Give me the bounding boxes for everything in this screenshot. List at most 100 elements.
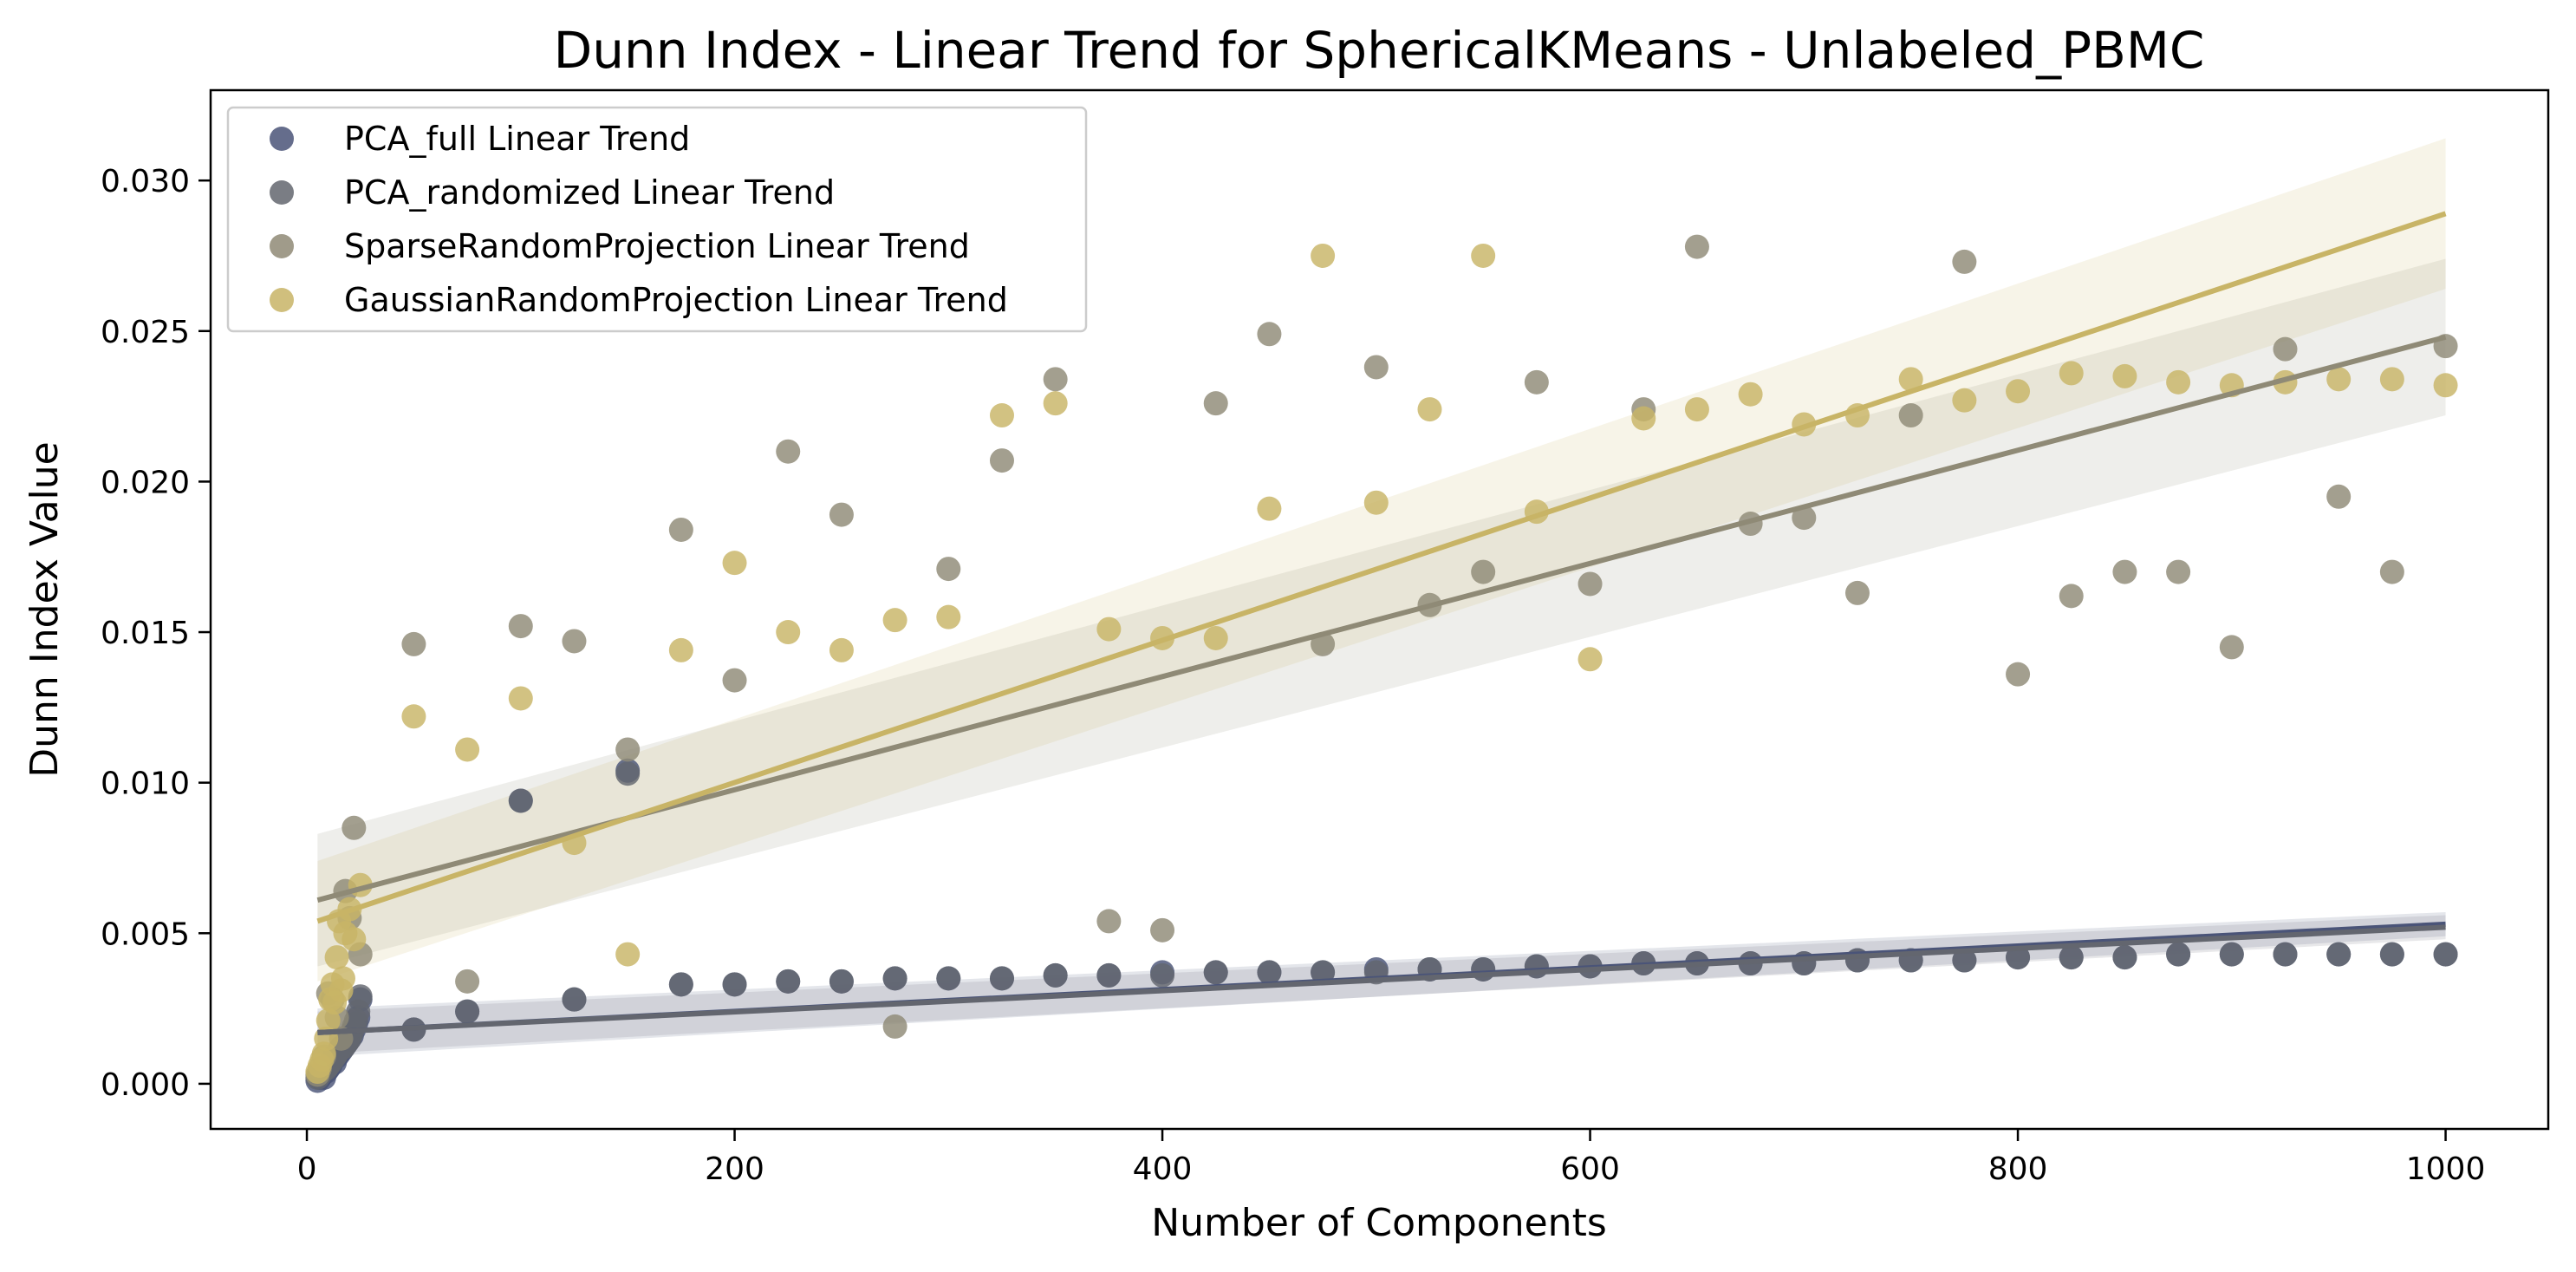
data-point-3-21 [615,942,641,967]
data-point-1-29 [829,969,854,994]
data-point-3-28 [989,403,1014,428]
data-point-2-12 [455,969,480,994]
data-point-3-25 [829,637,854,662]
data-point-3-15 [342,927,367,952]
x-tick-label: 800 [1988,1151,2048,1187]
y-tick-label: 0.000 [101,1067,190,1103]
data-point-3-39 [1577,647,1603,672]
data-point-3-29 [1043,391,1068,416]
x-tick-label: 0 [297,1151,317,1187]
data-point-3-22 [668,637,693,662]
data-point-3-19 [508,686,533,711]
data-point-2-33 [1577,571,1603,597]
data-point-1-54 [2166,942,2191,967]
data-point-3-34 [1311,243,1336,268]
data-point-1-24 [562,987,587,1012]
y-tick-label: 0.005 [101,916,190,952]
data-point-3-17 [401,704,426,729]
data-point-1-34 [1096,962,1122,988]
y-tick-label: 0.010 [101,766,190,802]
trend-line-3 [316,211,2447,924]
data-point-1-25 [615,761,641,786]
x-axis: 0 200 400 600 800 1000 [297,1129,2485,1187]
data-point-3-18 [455,737,480,762]
data-point-1-23 [508,788,533,813]
data-point-2-44 [2166,559,2191,584]
data-point-1-37 [1257,960,1282,985]
y-tick-label: 0.025 [101,315,190,350]
legend-label-1: PCA_randomized Linear Trend [344,173,835,212]
data-point-2-48 [2379,559,2404,584]
data-point-2-14 [562,629,587,654]
data-point-1-36 [1203,960,1228,985]
data-point-2-41 [2006,662,2031,687]
data-point-3-12 [330,966,355,991]
data-point-3-26 [882,608,907,633]
data-point-1-31 [936,966,961,991]
data-point-3-53 [2326,367,2352,392]
data-point-1-57 [2326,942,2352,967]
data-point-2-47 [2326,484,2352,509]
data-point-3-37 [1471,243,1496,268]
data-point-3-48 [2059,361,2084,386]
confidence-band-2 [317,258,2446,967]
data-point-2-24 [1096,909,1122,934]
data-point-1-30 [882,966,907,991]
data-point-1-50 [1952,948,1977,973]
legend-marker-3 [270,288,294,312]
data-point-2-25 [1150,917,1175,943]
plot-frame [209,88,2550,1131]
data-point-3-23 [722,551,747,576]
data-point-1-26 [668,972,693,997]
data-point-2-40 [1952,249,1977,274]
data-point-3-35 [1363,490,1389,515]
data-point-1-38 [1311,960,1336,985]
trend-lines [316,211,2447,1035]
y-tick-label: 0.020 [101,465,190,500]
data-point-3-24 [776,620,801,645]
data-point-2-21 [936,557,961,582]
data-point-1-32 [989,966,1014,991]
y-axis-label: Dunn Index Value [23,441,67,777]
data-point-3-30 [1096,616,1122,642]
data-point-1-27 [722,972,747,997]
data-point-2-27 [1257,322,1282,347]
legend: PCA_full Linear Trend PCA_randomized Line… [226,106,1088,333]
trend-line-2 [316,334,2447,903]
data-point-1-56 [2273,942,2298,967]
data-point-2-15 [615,737,641,762]
data-point-2-22 [989,448,1014,473]
confidence-band-0 [317,911,2446,1057]
y-tick-label: 0.015 [101,616,190,651]
data-point-1-53 [2112,945,2137,970]
data-point-3-42 [1738,382,1763,407]
data-point-2-11 [401,631,426,656]
scatter-points [305,234,2458,1093]
data-point-2-26 [1203,391,1228,416]
x-tick-label: 400 [1133,1151,1193,1187]
data-point-3-45 [1898,367,1923,392]
legend-marker-0 [270,127,294,151]
data-point-3-33 [1257,496,1282,521]
data-point-3-46 [1952,388,1977,413]
data-point-2-9 [342,815,367,840]
data-point-2-37 [1792,506,1817,531]
data-point-2-32 [1524,369,1549,395]
data-point-2-42 [2059,584,2084,609]
legend-label-3: GaussianRandomProjection Linear Trend [344,281,1008,319]
data-point-2-46 [2273,336,2298,362]
data-point-3-41 [1684,397,1709,422]
data-point-3-36 [1417,397,1442,422]
data-point-2-19 [829,502,854,527]
y-axis: 0.000 0.005 0.010 0.015 0.020 0.025 0.030 [101,164,211,1103]
confidence-band-3 [317,138,2446,982]
data-point-3-55 [2433,373,2458,398]
data-point-3-40 [1631,406,1656,431]
legend-label-0: PCA_full Linear Trend [344,120,690,158]
data-point-2-38 [1844,580,1870,605]
data-point-3-47 [2006,379,2031,404]
data-point-1-35 [1150,962,1175,988]
x-tick-label: 200 [705,1151,764,1187]
legend-box [226,106,1088,333]
